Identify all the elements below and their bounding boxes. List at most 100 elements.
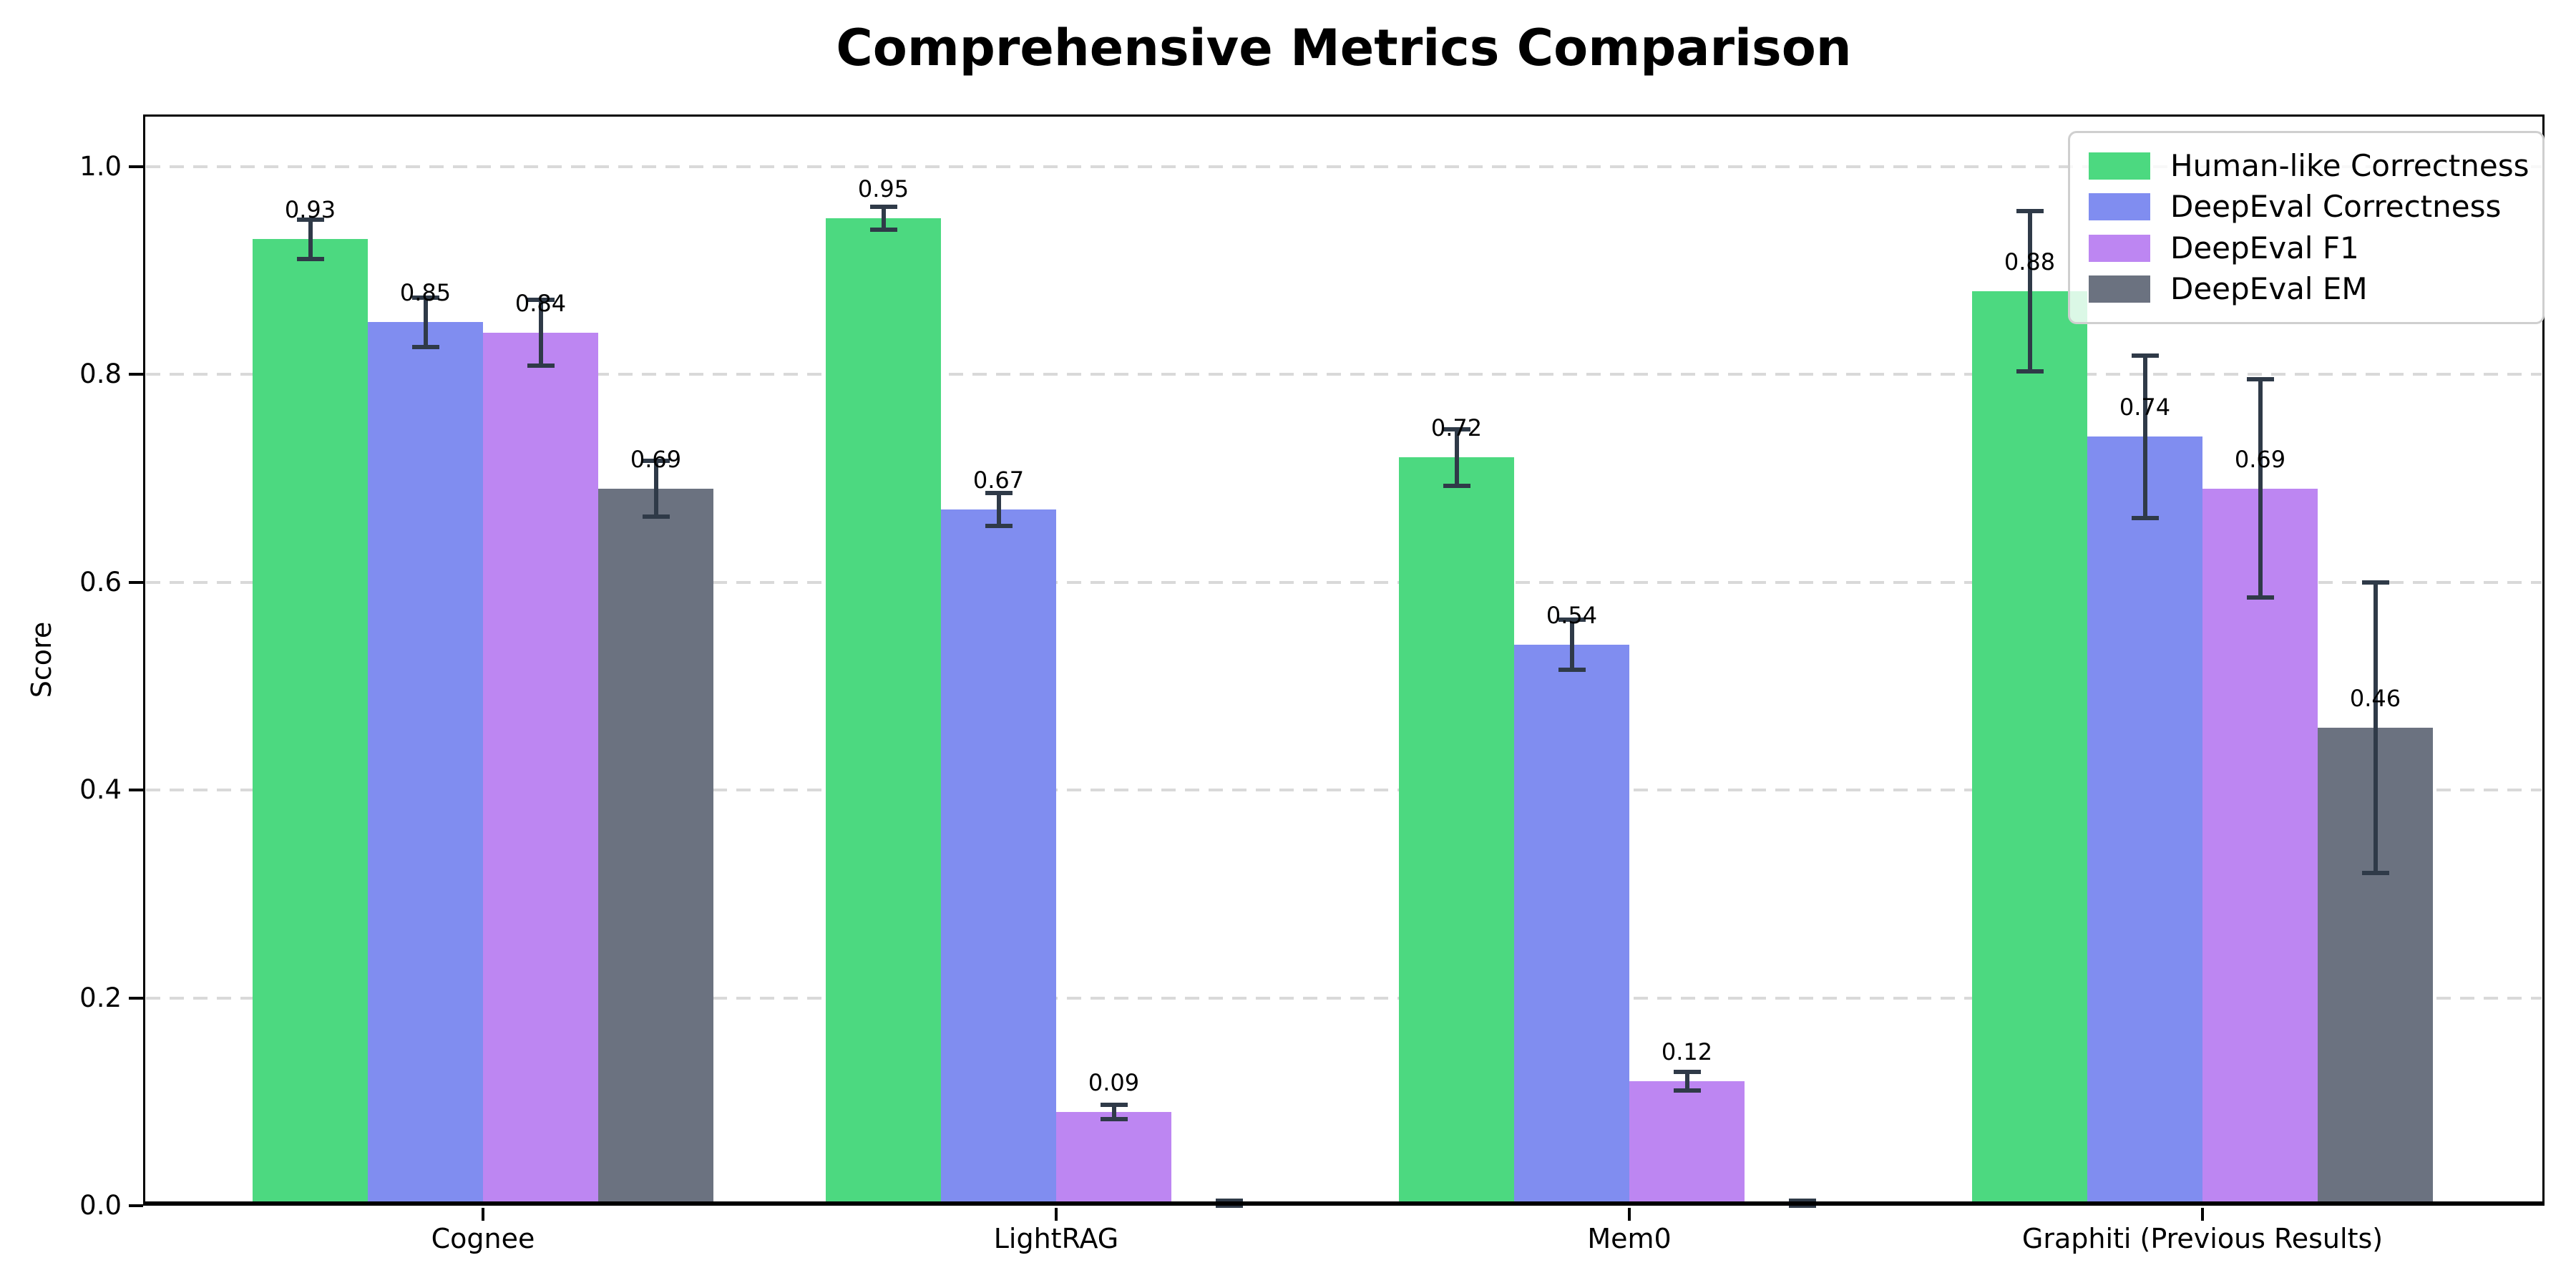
- y-tick-label: 0.8: [79, 358, 122, 390]
- legend-label-deepeval-correctness: DeepEval Correctness: [2170, 189, 2502, 225]
- error-cap-low: [1100, 1117, 1128, 1122]
- legend-item-deepeval-f1: DeepEval F1: [2089, 230, 2524, 267]
- error-cap-high: [1788, 1198, 1816, 1203]
- legend-swatch-human-like-correctness: [2089, 152, 2150, 180]
- value-label-cognee-deepeval-correctness: 0.85: [399, 279, 452, 307]
- error-cap-low: [1558, 667, 1586, 672]
- bar-mem0-human-like-correctness: [1399, 457, 1514, 1206]
- error-bar-cognee-deepeval-f1: [538, 299, 543, 366]
- bar-lightrag-deepeval-correctness: [941, 509, 1056, 1206]
- bar-mem0-deepeval-f1: [1629, 1080, 1745, 1206]
- error-cap-low: [1788, 1204, 1816, 1208]
- bar-cognee-deepeval-f1: [483, 333, 598, 1206]
- y-tick-1: [129, 165, 143, 168]
- error-cap-high: [527, 297, 555, 302]
- error-cap-high: [411, 295, 439, 300]
- x-tick-mem0: [1628, 1208, 1631, 1221]
- error-cap-low: [642, 514, 670, 519]
- error-bar-graphiti-previous-results-human-like-correctness: [2027, 211, 2032, 371]
- bar-graphiti-previous-results-deepeval-f1: [2202, 488, 2318, 1206]
- error-cap-low: [1215, 1204, 1243, 1208]
- error-cap-high: [1215, 1198, 1243, 1203]
- gridline-y-0.4: [146, 789, 2542, 792]
- bar-graphiti-previous-results-human-like-correctness: [1972, 291, 2087, 1206]
- value-label-lightrag-human-like-correctness: 0.95: [857, 175, 909, 203]
- value-label-mem0-deepeval-correctness: 0.54: [1546, 601, 1598, 629]
- value-label-mem0-human-like-correctness: 0.72: [1430, 414, 1483, 442]
- value-label-graphiti-previous-results-deepeval-f1: 0.69: [2234, 445, 2286, 473]
- error-cap-high: [2361, 580, 2389, 585]
- legend-swatch-deepeval-f1: [2089, 234, 2150, 262]
- y-tick-label: 1.0: [79, 150, 122, 182]
- y-tick-label: 0.2: [79, 982, 122, 1013]
- value-label-cognee-deepeval-f1: 0.84: [514, 290, 567, 317]
- error-cap-high: [1558, 617, 1586, 622]
- x-tick-lightrag: [1055, 1208, 1058, 1221]
- error-cap-low: [2246, 595, 2274, 600]
- y-tick-label: 0.0: [79, 1190, 122, 1221]
- error-cap-low: [411, 345, 439, 350]
- error-cap-high: [2131, 353, 2159, 358]
- value-label-cognee-human-like-correctness: 0.93: [284, 196, 336, 224]
- value-label-mem0-deepeval-f1: 0.12: [1661, 1038, 1713, 1065]
- legend-label-deepeval-f1: DeepEval F1: [2170, 230, 2359, 265]
- error-cap-low: [2016, 369, 2044, 374]
- error-bar-lightrag-deepeval-f1: [1111, 1105, 1116, 1120]
- x-tick-cognee: [482, 1208, 484, 1221]
- y-axis-label: Score: [26, 621, 57, 698]
- chart-title: Comprehensive Metrics Comparison: [836, 19, 1852, 77]
- legend: Human-like Correctness DeepEval Correctne…: [2068, 131, 2545, 324]
- error-cap-low: [2361, 871, 2389, 876]
- bar-lightrag-deepeval-f1: [1056, 1112, 1171, 1206]
- y-tick-0.6: [129, 580, 143, 584]
- x-tick-label-cognee: Cognee: [431, 1223, 535, 1254]
- x-tick-label-mem0: Mem0: [1587, 1223, 1672, 1254]
- gridline-y-1: [146, 165, 2542, 168]
- error-bar-graphiti-previous-results-deepeval-f1: [2258, 379, 2263, 598]
- x-tick-label-graphiti-previous-results: Graphiti (Previous Results): [2021, 1223, 2384, 1254]
- gridline-y-0.2: [146, 996, 2542, 1000]
- error-cap-high: [642, 458, 670, 463]
- bar-cognee-human-like-correctness: [253, 239, 368, 1206]
- legend-item-deepeval-correctness: DeepEval Correctness: [2089, 188, 2524, 225]
- error-bar-lightrag-human-like-correctness: [881, 207, 886, 230]
- error-bar-graphiti-previous-results-deepeval-em: [2373, 582, 2378, 874]
- y-tick-label: 0.4: [79, 774, 122, 806]
- bar-cognee-deepeval-em: [598, 488, 713, 1206]
- error-cap-low: [296, 256, 324, 261]
- x-tick-label-lightrag: LightRAG: [993, 1223, 1119, 1254]
- error-bar-cognee-human-like-correctness: [308, 219, 313, 259]
- bar-graphiti-previous-results-deepeval-correctness: [2087, 436, 2202, 1206]
- value-label-graphiti-previous-results-deepeval-correctness: 0.74: [2119, 394, 2171, 421]
- gridline-y-0.6: [146, 580, 2542, 584]
- legend-item-human-like-correctness: Human-like Correctness: [2089, 147, 2529, 185]
- gridline-y-0.8: [146, 373, 2542, 376]
- bar-mem0-deepeval-correctness: [1514, 644, 1629, 1206]
- error-cap-high: [1443, 427, 1470, 432]
- error-cap-high: [2246, 377, 2274, 382]
- error-cap-low: [2131, 515, 2159, 520]
- bar-cognee-deepeval-correctness: [368, 322, 483, 1206]
- value-label-cognee-deepeval-em: 0.69: [630, 445, 682, 473]
- error-bar-mem0-human-like-correctness: [1454, 429, 1459, 486]
- error-bar-cognee-deepeval-em: [653, 460, 658, 517]
- error-bar-graphiti-previous-results-deepeval-correctness: [2142, 355, 2147, 518]
- error-cap-high: [869, 205, 897, 210]
- legend-label-human-like-correctness: Human-like Correctness: [2170, 148, 2529, 183]
- y-tick-0.4: [129, 789, 143, 792]
- value-label-graphiti-previous-results-human-like-correctness: 0.88: [2004, 248, 2056, 275]
- error-cap-low: [985, 524, 1013, 529]
- legend-swatch-deepeval-em: [2089, 275, 2150, 303]
- y-tick-0: [129, 1204, 143, 1207]
- legend-item-deepeval-em: DeepEval EM: [2089, 270, 2524, 308]
- error-cap-low: [527, 364, 555, 369]
- value-label-lightrag-deepeval-correctness: 0.67: [972, 466, 1025, 494]
- bar-lightrag-human-like-correctness: [826, 218, 941, 1206]
- error-cap-low: [1673, 1088, 1701, 1093]
- error-cap-low: [1443, 483, 1470, 488]
- error-cap-high: [1100, 1103, 1128, 1108]
- legend-label-deepeval-em: DeepEval EM: [2170, 270, 2368, 306]
- error-cap-high: [296, 217, 324, 222]
- error-cap-high: [2016, 209, 2044, 214]
